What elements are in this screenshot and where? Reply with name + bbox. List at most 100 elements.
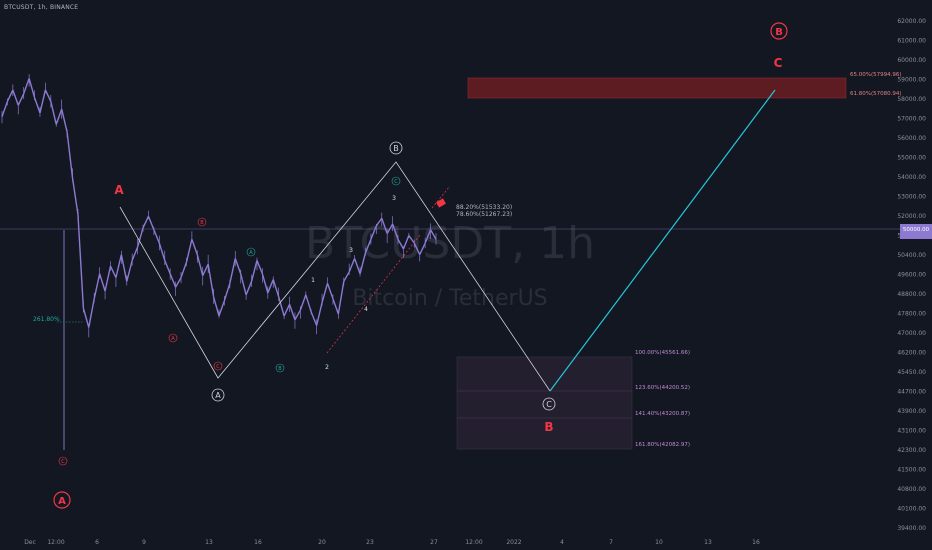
chart-header: BTCUSDT, 1h, BINANCE bbox=[4, 4, 79, 11]
fib-161-label: 161.80%(42082.97) bbox=[635, 442, 690, 448]
price-segment bbox=[109, 265, 117, 278]
price-segment bbox=[267, 279, 274, 294]
x-tick-label: 23 bbox=[366, 539, 374, 546]
wave-label-a-red: A bbox=[114, 183, 124, 197]
x-tick-label: 2022 bbox=[506, 539, 521, 546]
price-segment bbox=[169, 273, 177, 288]
y-tick-label: 60000.00 bbox=[897, 57, 926, 64]
wave-label-a-circled-red: A bbox=[53, 491, 71, 509]
svg-text:B: B bbox=[278, 366, 282, 372]
price-segment bbox=[364, 239, 372, 253]
price-segment bbox=[207, 264, 215, 297]
y-tick-label: 57000.00 bbox=[897, 116, 926, 123]
price-segment bbox=[315, 302, 323, 326]
price-segment bbox=[98, 273, 106, 292]
wave-label-c-circled: C bbox=[542, 397, 556, 411]
price-segment bbox=[6, 89, 14, 102]
price-segment bbox=[229, 258, 236, 284]
trend-line[interactable] bbox=[326, 234, 421, 354]
y-tick-label: 54000.00 bbox=[897, 174, 926, 181]
price-series bbox=[1, 74, 437, 450]
price-segment bbox=[115, 254, 123, 278]
wave-abc-line[interactable] bbox=[119, 161, 551, 392]
price-segment bbox=[348, 258, 356, 273]
svg-text:50000.00: 50000.00 bbox=[903, 227, 930, 233]
watermark-title: BTCUSDT, 1h bbox=[305, 218, 595, 269]
price-segment bbox=[44, 89, 52, 102]
x-tick-label: 6 bbox=[95, 539, 99, 546]
minor-label-b-teal: B bbox=[275, 363, 285, 373]
signal-icon[interactable] bbox=[436, 198, 446, 208]
price-segment bbox=[419, 242, 426, 255]
price-segment bbox=[147, 216, 155, 230]
svg-text:A: A bbox=[249, 250, 253, 256]
price-segment bbox=[218, 300, 226, 317]
target-zone[interactable]: 65.00%(57994.96) 61.80%(57080.94) bbox=[467, 72, 902, 99]
price-segment bbox=[256, 260, 264, 275]
price-segment bbox=[202, 263, 209, 276]
x-tick-label: 7 bbox=[609, 539, 613, 546]
x-tick-label: 13 bbox=[205, 539, 213, 546]
minor-label-b-red: B bbox=[197, 217, 207, 227]
trend-line-ext[interactable] bbox=[431, 185, 451, 209]
svg-text:C: C bbox=[546, 400, 552, 409]
x-tick-label: Dec bbox=[24, 539, 36, 546]
price-segment bbox=[126, 260, 133, 282]
x-axis: Dec 12:00 6 9 13 16 20 23 27 12:00 2022 4 7 10 13 16 bbox=[24, 539, 760, 546]
price-segment bbox=[386, 223, 394, 234]
price-segment bbox=[343, 271, 350, 282]
minor-wave-3: 3 bbox=[349, 247, 353, 254]
svg-text:B: B bbox=[775, 27, 783, 38]
price-segment bbox=[55, 108, 63, 125]
retracement-zone[interactable]: 100.00%(45561.66) 123.60%(44200.52) 141.… bbox=[456, 350, 690, 450]
price-segment bbox=[321, 283, 329, 303]
price-segment bbox=[39, 89, 47, 114]
price-segment bbox=[261, 273, 269, 294]
y-tick-label: 62000.00 bbox=[897, 18, 926, 25]
price-segment bbox=[93, 273, 101, 299]
y-tick-label: 61000.00 bbox=[897, 38, 926, 45]
wave-label-b-red: B bbox=[544, 420, 553, 434]
price-segment bbox=[381, 218, 388, 234]
price-segment bbox=[250, 260, 258, 282]
price-segment bbox=[310, 311, 318, 326]
price-segment bbox=[305, 294, 312, 313]
price-segment bbox=[174, 277, 182, 288]
price-segment bbox=[28, 78, 36, 98]
price-segment bbox=[88, 298, 95, 328]
price-segment bbox=[12, 89, 19, 106]
x-tick-label: 27 bbox=[430, 539, 438, 546]
price-segment bbox=[429, 229, 437, 240]
y-tick-label: 58000.00 bbox=[897, 96, 926, 103]
svg-text:A: A bbox=[171, 336, 175, 342]
price-segment bbox=[272, 279, 280, 297]
y-tick-label: 59000.00 bbox=[897, 77, 926, 84]
price-segment bbox=[50, 101, 57, 125]
price-segment bbox=[234, 258, 242, 275]
y-tick-label: 42300.00 bbox=[897, 447, 926, 454]
minor-wave-1: 1 bbox=[311, 277, 315, 284]
price-segment bbox=[288, 304, 296, 320]
y-tick-label: 45450.00 bbox=[897, 369, 926, 376]
price-segment bbox=[332, 298, 340, 315]
price-segment bbox=[397, 238, 405, 250]
price-segment bbox=[245, 281, 253, 296]
y-tick-label: 48800.00 bbox=[897, 291, 926, 298]
price-segment bbox=[60, 108, 68, 133]
projection-line[interactable] bbox=[549, 89, 776, 392]
y-tick-label: 41500.00 bbox=[897, 467, 926, 474]
minor-label-c-teal: C bbox=[391, 176, 401, 186]
price-segment bbox=[402, 235, 410, 250]
minor-wave-4: 4 bbox=[364, 306, 368, 313]
wave-label-c-red: C bbox=[774, 56, 783, 70]
y-tick-label: 44700.00 bbox=[897, 389, 926, 396]
price-segment bbox=[408, 235, 415, 244]
x-tick-label: 12:00 bbox=[465, 539, 482, 546]
y-tick-label: 43100.00 bbox=[897, 428, 926, 435]
price-segment bbox=[136, 227, 144, 248]
minor-wave-2: 2 bbox=[325, 364, 329, 371]
price-segment bbox=[82, 308, 90, 328]
price-segment bbox=[337, 281, 345, 315]
price-segment bbox=[424, 229, 432, 244]
